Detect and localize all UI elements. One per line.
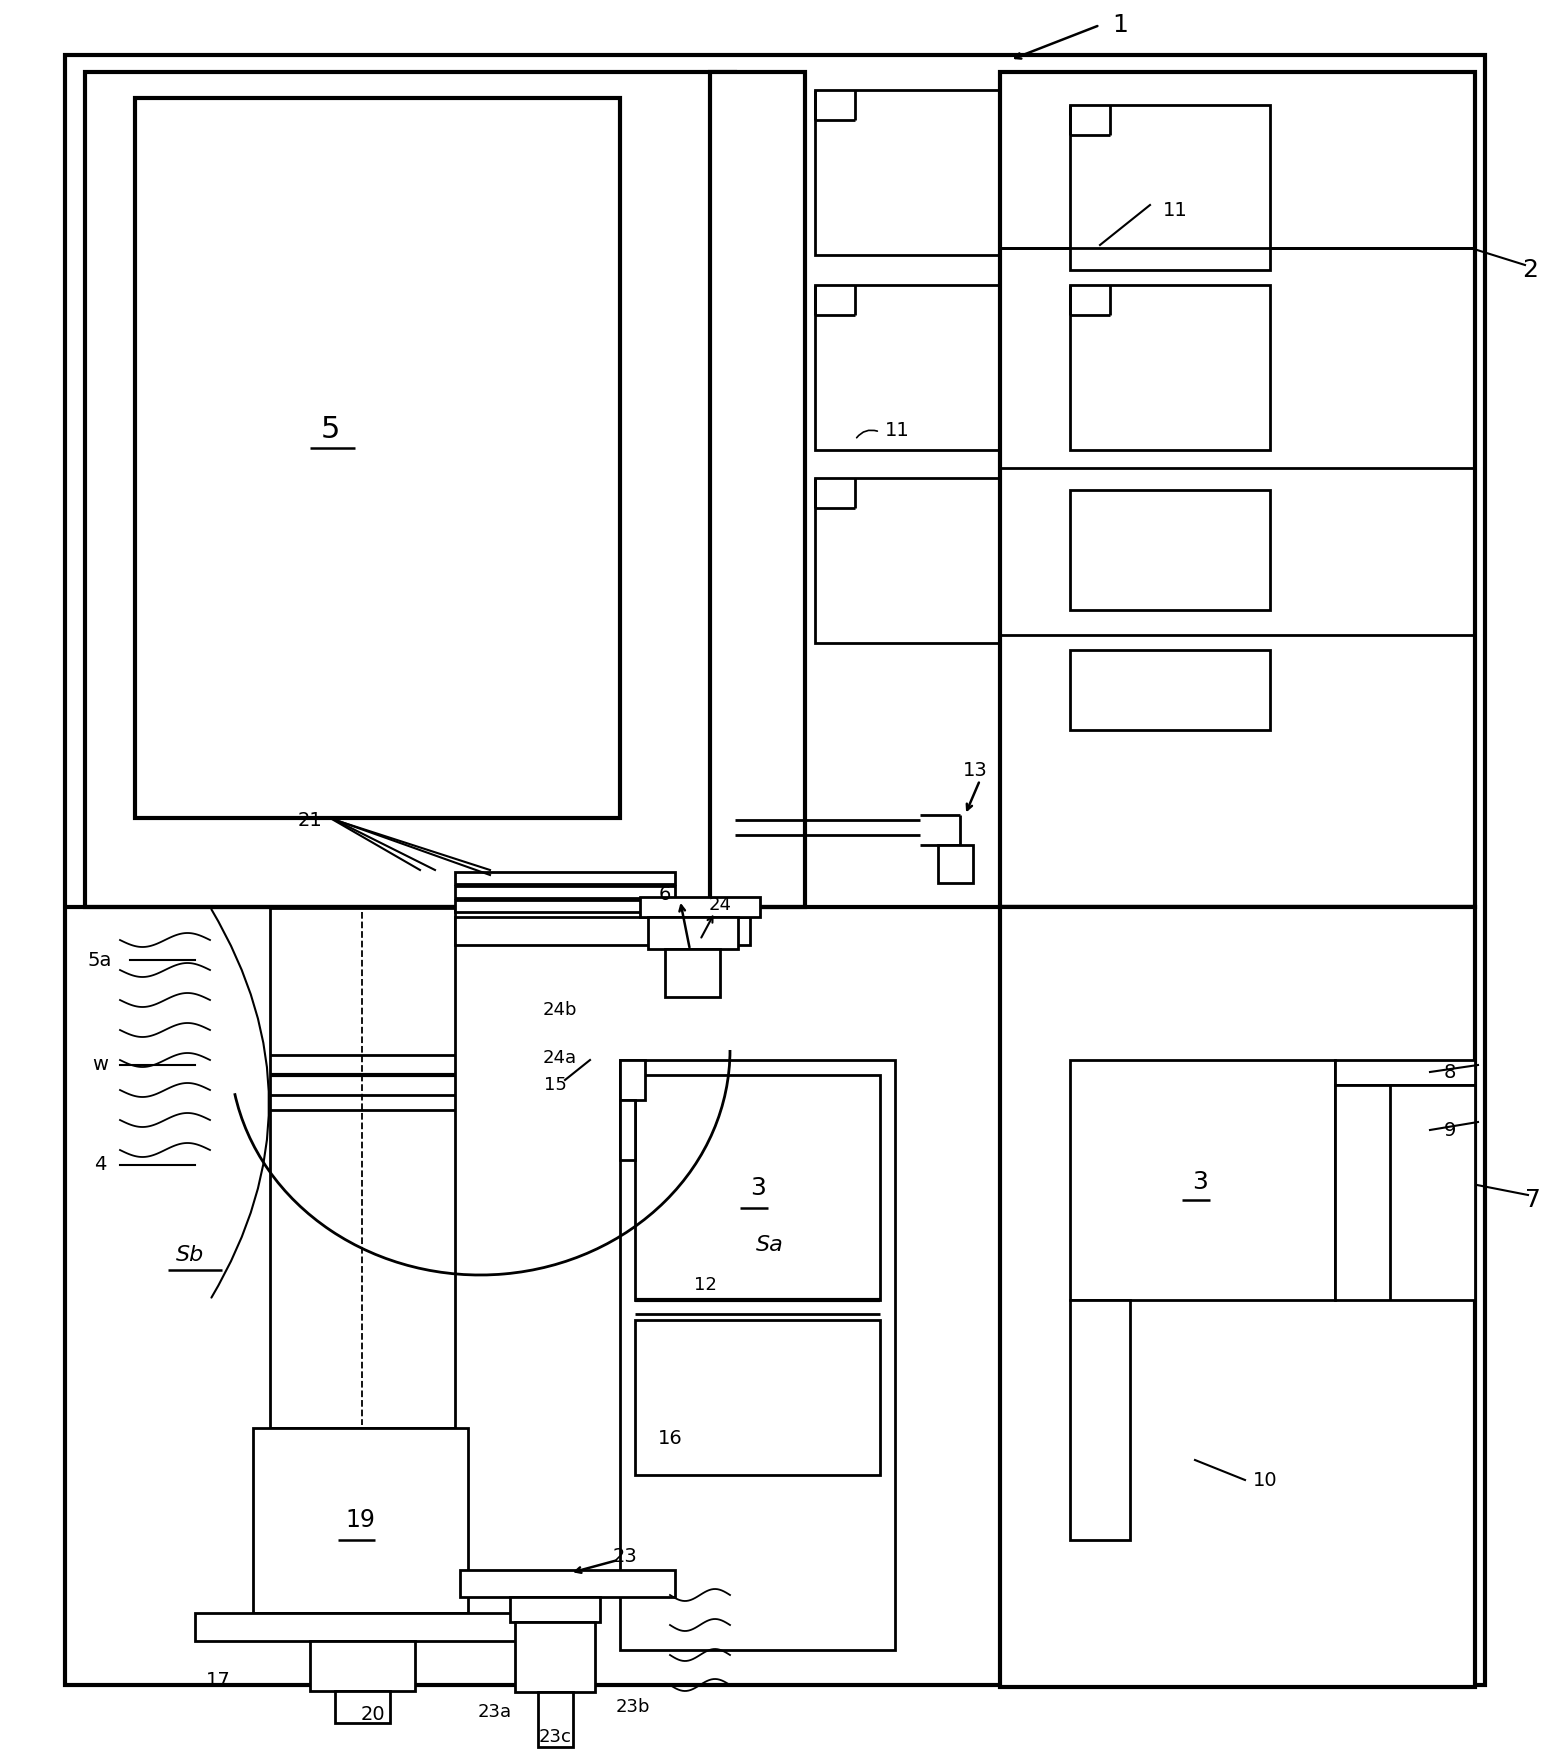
Bar bbox=[85, 72, 735, 907]
Text: 13: 13 bbox=[963, 761, 987, 779]
Bar bbox=[816, 89, 1015, 256]
Bar bbox=[311, 1642, 416, 1690]
Bar bbox=[454, 886, 675, 898]
Bar bbox=[635, 1320, 881, 1475]
Text: 8: 8 bbox=[1445, 1062, 1457, 1082]
Bar bbox=[1335, 1060, 1475, 1085]
Bar bbox=[454, 917, 749, 945]
Text: 24: 24 bbox=[709, 896, 731, 914]
Text: w: w bbox=[93, 1055, 108, 1074]
Bar bbox=[711, 72, 805, 907]
Text: Sa: Sa bbox=[756, 1236, 783, 1255]
Text: 7: 7 bbox=[1525, 1188, 1540, 1213]
Text: 12: 12 bbox=[694, 1276, 717, 1293]
Text: 3: 3 bbox=[1193, 1171, 1208, 1194]
Text: 11: 11 bbox=[885, 420, 910, 439]
Bar bbox=[1071, 490, 1270, 611]
Bar bbox=[647, 917, 739, 948]
Bar bbox=[620, 1060, 644, 1101]
Bar bbox=[1071, 285, 1270, 450]
Text: 16: 16 bbox=[658, 1428, 683, 1447]
Bar bbox=[134, 98, 620, 817]
Text: 17: 17 bbox=[205, 1671, 230, 1689]
Bar bbox=[335, 1690, 389, 1724]
Text: 11: 11 bbox=[1163, 201, 1188, 219]
Text: 10: 10 bbox=[1253, 1470, 1278, 1489]
Text: 5: 5 bbox=[320, 415, 340, 444]
Text: 9: 9 bbox=[1445, 1120, 1457, 1139]
Bar bbox=[620, 1060, 895, 1650]
Text: 2: 2 bbox=[1522, 257, 1537, 282]
Text: 24a: 24a bbox=[542, 1048, 578, 1068]
Text: 1: 1 bbox=[1112, 12, 1128, 37]
Text: 20: 20 bbox=[360, 1706, 385, 1724]
Bar bbox=[460, 1570, 675, 1598]
Bar bbox=[454, 872, 675, 884]
Bar bbox=[664, 949, 720, 998]
Bar bbox=[640, 898, 760, 917]
Text: 6: 6 bbox=[658, 886, 671, 905]
Text: 24b: 24b bbox=[542, 1001, 578, 1018]
Bar bbox=[195, 1614, 535, 1641]
Bar bbox=[816, 285, 1015, 450]
Bar bbox=[938, 845, 973, 884]
Text: 19: 19 bbox=[345, 1508, 375, 1531]
Bar bbox=[816, 478, 1015, 642]
Bar bbox=[270, 908, 454, 1428]
Text: 3: 3 bbox=[749, 1176, 766, 1200]
Text: Sb: Sb bbox=[176, 1244, 204, 1265]
Text: 5a: 5a bbox=[88, 950, 113, 970]
Bar bbox=[514, 1622, 595, 1692]
Text: 15: 15 bbox=[544, 1076, 567, 1094]
Bar bbox=[1071, 1300, 1129, 1540]
Bar bbox=[1071, 649, 1270, 730]
Text: 23c: 23c bbox=[539, 1727, 572, 1746]
Bar bbox=[1071, 105, 1270, 270]
Text: 23a: 23a bbox=[477, 1703, 511, 1720]
Bar bbox=[538, 1692, 573, 1746]
Bar bbox=[1335, 1085, 1475, 1300]
Bar bbox=[620, 1101, 635, 1160]
Bar bbox=[1000, 906, 1475, 1687]
Bar bbox=[510, 1598, 599, 1622]
Bar bbox=[635, 1074, 881, 1300]
Text: 4: 4 bbox=[94, 1155, 107, 1174]
Text: 23b: 23b bbox=[616, 1698, 650, 1717]
Bar bbox=[454, 900, 675, 912]
Text: 21: 21 bbox=[298, 810, 323, 829]
Bar bbox=[1071, 1060, 1335, 1300]
Bar bbox=[1000, 72, 1475, 907]
Text: 23: 23 bbox=[613, 1547, 638, 1566]
Bar bbox=[253, 1428, 468, 1614]
